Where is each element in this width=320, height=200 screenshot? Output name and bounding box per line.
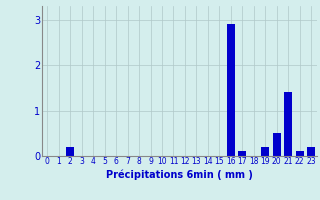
X-axis label: Précipitations 6min ( mm ): Précipitations 6min ( mm ) xyxy=(106,169,252,180)
Bar xyxy=(261,147,269,156)
Bar xyxy=(66,147,74,156)
Bar xyxy=(227,24,235,156)
Bar xyxy=(273,133,281,156)
Bar xyxy=(307,147,315,156)
Bar xyxy=(238,151,246,156)
Bar xyxy=(284,92,292,156)
Bar xyxy=(296,151,304,156)
